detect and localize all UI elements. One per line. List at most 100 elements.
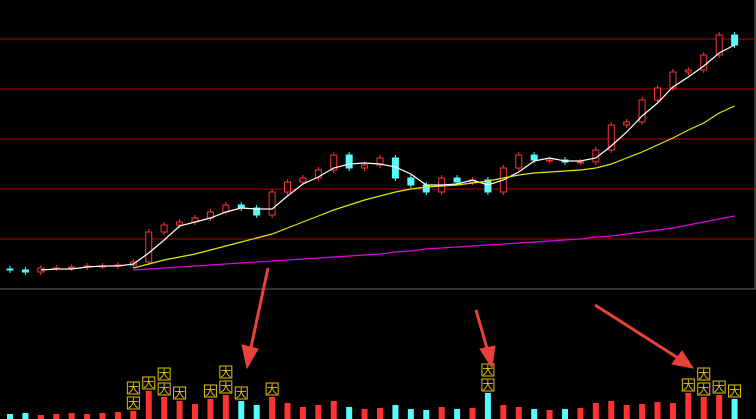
signal-box (697, 367, 711, 381)
candle-body (700, 54, 708, 71)
signal-marker: 大 (173, 386, 187, 400)
candle-body (145, 231, 153, 263)
candle-body (422, 184, 430, 193)
signal-label: 大 (220, 380, 231, 394)
volume-bar (515, 407, 522, 419)
signal-box (712, 380, 726, 394)
annotation-arrows (241, 267, 695, 370)
signal-label: 大 (128, 396, 139, 410)
signal-marker: 大 (157, 367, 171, 381)
volume-bar (161, 397, 168, 419)
volume-bar (669, 403, 676, 419)
signal-box (157, 382, 171, 396)
volume-bar (469, 408, 476, 419)
volume-bar (438, 407, 445, 419)
volume-bar (130, 411, 137, 419)
signal-box (157, 367, 171, 381)
candle-body (484, 179, 492, 193)
candle-body (515, 154, 523, 169)
signal-label: 大 (698, 367, 709, 381)
volume-bar (407, 409, 414, 419)
signal-box (481, 363, 495, 377)
signal-label: 大 (683, 378, 694, 392)
signal-marker: 大 (265, 382, 279, 396)
volume-bar (716, 395, 723, 419)
volume-bar (53, 414, 60, 419)
candle-body (576, 161, 584, 164)
volume-bar (577, 408, 584, 419)
signal-label: 大 (729, 384, 740, 398)
signal-marker: 大 (697, 382, 711, 396)
volume-bar (592, 403, 599, 419)
candle-body (623, 121, 631, 126)
candle-body (376, 157, 384, 166)
moving-average-line (133, 215, 735, 271)
candle-body (299, 177, 307, 183)
volume-bar (500, 405, 507, 419)
signal-marker: 大 (126, 396, 140, 410)
candle-body (268, 191, 276, 216)
volume-bar (207, 399, 214, 419)
plot: 大大大大大大大大大大大大大大 大大大大 (0, 32, 756, 419)
candle-body (654, 87, 661, 101)
signal-marker: 大 (142, 376, 156, 390)
signal-marker: 大 (234, 386, 248, 400)
volume-bar (238, 401, 245, 419)
signal-label: 大 (236, 386, 247, 400)
volume-bar (84, 414, 91, 419)
signal-label: 大 (205, 384, 216, 398)
volume-bar (654, 402, 661, 419)
signal-marker: 大 (481, 363, 495, 377)
signal-box (203, 384, 217, 398)
signal-box (126, 396, 140, 410)
signal-label: 大 (159, 367, 170, 381)
volume-bar (700, 397, 707, 419)
volume-bar (454, 409, 461, 419)
signal-box (173, 386, 187, 400)
volume-bar (377, 408, 383, 419)
candle-body (314, 169, 322, 179)
signal-label: 大 (714, 380, 725, 394)
volume-bar (330, 401, 337, 419)
volume-bar (392, 405, 399, 419)
signal-marker: 大 (481, 378, 495, 392)
signal-box (728, 384, 742, 398)
volume-bar (484, 393, 491, 419)
signal-label: 大 (482, 378, 493, 392)
candle-body (330, 154, 338, 171)
volume-bar (253, 405, 260, 419)
signal-marker: 大 (712, 380, 726, 394)
signal-box (126, 381, 140, 395)
volume-bar (608, 401, 615, 419)
signal-box (234, 386, 248, 400)
volume-bar (176, 401, 183, 419)
volume-bar (68, 413, 75, 419)
volume-bar (7, 414, 13, 419)
volume-bar (222, 395, 229, 419)
volume-bar (145, 391, 152, 419)
signal-label: 大 (267, 382, 278, 396)
signal-label: 大 (143, 376, 154, 390)
candle-body (407, 177, 415, 186)
volume-bar (623, 405, 630, 419)
volume-bar (361, 409, 368, 419)
volume-bar (37, 415, 44, 419)
volume-bar (639, 404, 646, 419)
candle-body (607, 124, 615, 151)
signal-box (265, 382, 279, 396)
signal-label: 大 (174, 386, 185, 400)
moving-average-line (133, 105, 735, 269)
candle-body (176, 221, 184, 226)
signal-box (681, 378, 695, 392)
signal-box (697, 382, 711, 396)
signal-box (219, 380, 233, 394)
candle-body (731, 34, 739, 46)
volume-bar (114, 412, 121, 419)
volume-bar (731, 399, 738, 419)
signal-marker: 大 (126, 381, 140, 395)
candle-body (669, 71, 677, 89)
candle-body (530, 154, 538, 161)
candle-body (253, 207, 261, 216)
candle-body (684, 69, 692, 73)
